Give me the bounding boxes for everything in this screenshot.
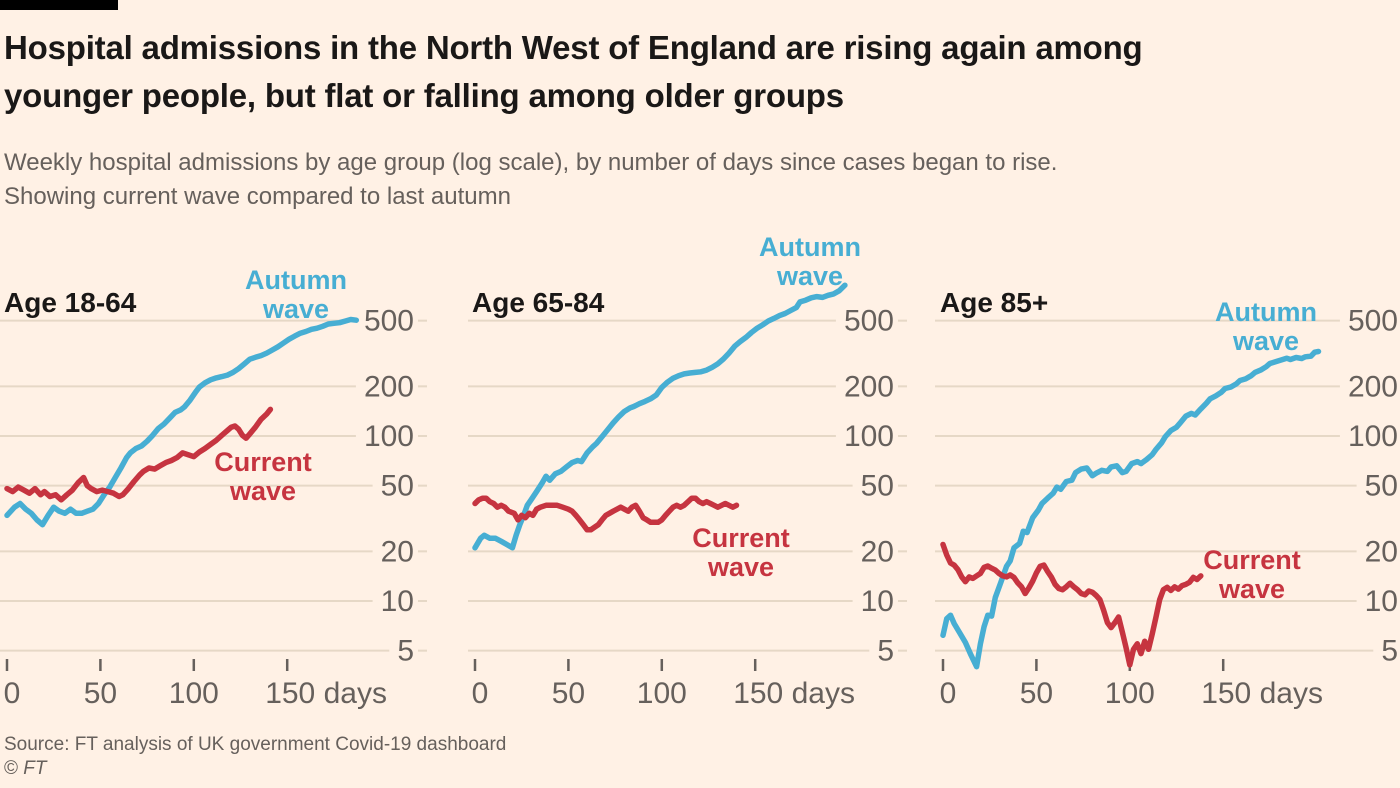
series-label-wave: wave [262,294,329,324]
copyright-line: © FT [4,758,47,780]
series-label-wave: wave [1218,574,1285,604]
y-tick-label: 50 [861,470,894,503]
y-tick-label: 50 [1365,470,1398,503]
series-line-autumn-wave [472,282,848,551]
y-tick-label: 200 [364,370,414,403]
x-tick-label: 50 [552,677,585,710]
y-tick-label: 5 [877,635,894,668]
series-line-autumn-wave [4,316,360,528]
y-tick-label: 20 [381,535,414,568]
panel-title: Age 65-84 [472,287,605,318]
x-tick-label: 0 [940,677,957,710]
series-label-wave: wave [776,261,843,291]
y-tick-label: 20 [861,535,894,568]
y-tick-label: 100 [364,420,414,453]
y-tick-label: 10 [861,585,894,618]
series-label-autumn: Autumn [1215,297,1317,327]
y-tick-label: 100 [1348,420,1398,453]
x-tick-label: 100 [637,677,687,710]
x-tick-label: 150 days [1201,677,1323,710]
x-tick-label: 0 [472,677,489,710]
panel-title: Age 85+ [940,287,1048,318]
y-tick-label: 10 [1365,585,1398,618]
series-label-wave: wave [1232,326,1299,356]
x-tick-label: 50 [1020,677,1053,710]
series-line-current-wave [940,541,1204,668]
series-label-current: Current [1203,545,1301,575]
y-tick-label: 500 [844,305,894,338]
series-label-autumn: Autumn [759,232,861,262]
y-tick-label: 5 [397,635,414,668]
copyright-symbol: © [4,758,18,779]
y-tick-label: 10 [381,585,414,618]
y-tick-label: 50 [381,470,414,503]
series-label-current: Current [692,523,790,553]
series-label-wave: wave [229,476,296,506]
top-black-bar [0,0,118,10]
series-label-autumn: Autumn [245,265,347,295]
page-subtitle: Weekly hospital admissions by age group … [4,146,1057,214]
small-multiples-row: 500 200 100 50 20 10 5 0 50 100 150 days Autumn wave… [0,222,1400,727]
x-tick-label: 150 days [265,677,387,710]
copyright-ft-mark: FT [23,758,47,779]
x-tick-label: 150 days [733,677,855,710]
series-label-wave: wave [707,552,774,582]
series-line-autumn-wave [940,348,1322,670]
y-tick-label: 200 [1348,370,1398,403]
y-tick-label: 5 [1381,635,1398,668]
panel-title: Age 18-64 [4,287,137,318]
x-tick-label: 50 [84,677,117,710]
series-line-current-wave [472,495,740,533]
source-line: Source: FT analysis of UK government Cov… [4,734,507,755]
series-line-current-wave [4,406,274,503]
y-tick-label: 500 [1348,305,1398,338]
page-subtitle-line-1: Weekly hospital admissions by age group … [4,149,1058,176]
x-tick-label: 100 [1105,677,1155,710]
x-tick-label: 0 [4,677,21,710]
page-title-line-2: younger people, but flat or falling amon… [4,77,844,114]
y-tick-label: 500 [364,305,414,338]
x-tick-label: 100 [169,677,219,710]
y-tick-label: 20 [1365,535,1398,568]
page-title-line-1: Hospital admissions in the North West of… [4,29,1143,66]
y-tick-label: 200 [844,370,894,403]
series-label-current: Current [214,447,312,477]
page-title: Hospital admissions in the North West of… [4,24,1143,120]
page-subtitle-line-2: Showing current wave compared to last au… [4,183,511,210]
y-tick-label: 100 [844,420,894,453]
